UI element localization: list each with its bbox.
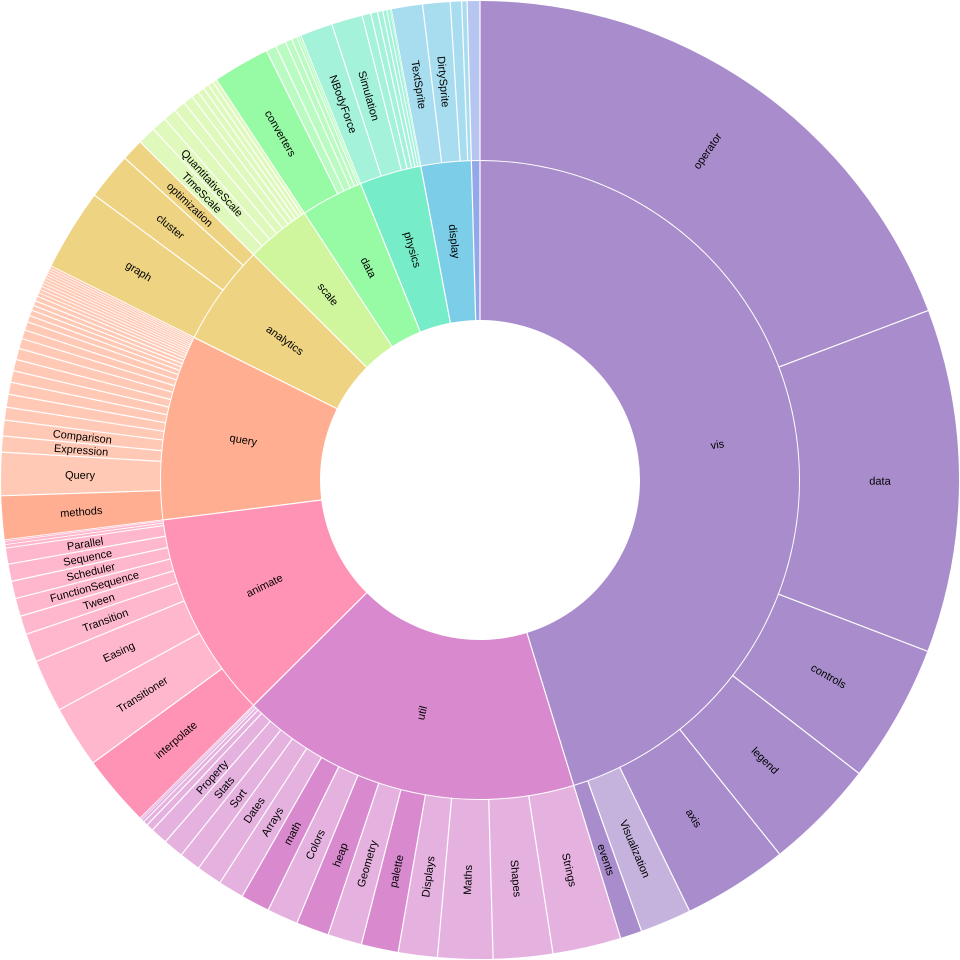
svg-text:DirtySprite: DirtySprite (434, 56, 451, 108)
svg-text:query: query (229, 432, 259, 449)
svg-text:Expression: Expression (53, 443, 108, 459)
svg-text:Maths: Maths (462, 864, 475, 895)
svg-text:util: util (415, 705, 430, 722)
svg-text:Query: Query (65, 470, 96, 482)
svg-text:display: display (446, 224, 462, 260)
svg-text:data: data (869, 476, 891, 488)
svg-text:Parallel: Parallel (66, 536, 104, 554)
svg-text:methods: methods (60, 505, 104, 520)
svg-text:vis: vis (710, 438, 726, 452)
